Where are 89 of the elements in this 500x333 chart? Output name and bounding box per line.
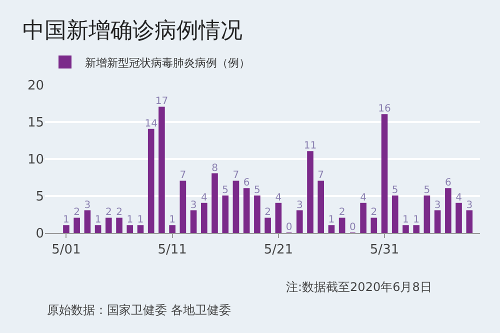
bar xyxy=(307,151,314,233)
bar xyxy=(148,128,154,233)
bar xyxy=(158,106,165,233)
bar xyxy=(222,196,229,233)
data-label: 1 xyxy=(126,214,134,226)
bar xyxy=(445,188,452,233)
data-label: 7 xyxy=(318,170,324,182)
data-label: 3 xyxy=(466,200,473,211)
bar xyxy=(264,218,271,233)
data-label: 16 xyxy=(378,104,391,115)
data-label: 5 xyxy=(254,185,260,196)
data-label: 4 xyxy=(360,192,366,204)
data-label: 4 xyxy=(456,192,462,204)
bar xyxy=(212,173,218,233)
data-label: 4 xyxy=(200,192,208,204)
bar xyxy=(402,225,409,233)
data-label: 3 xyxy=(296,200,303,211)
data-label: 0 xyxy=(286,222,292,233)
bar xyxy=(180,180,186,233)
data-label: 3 xyxy=(84,200,91,211)
x-tick-label: 5/21 xyxy=(264,242,294,258)
data-label: 1 xyxy=(94,214,102,226)
bar xyxy=(63,225,70,233)
data-label: 2 xyxy=(264,207,271,218)
data-label: 1 xyxy=(169,214,176,226)
bar xyxy=(381,114,388,233)
data-label: 2 xyxy=(74,207,80,218)
data-label: 14 xyxy=(144,118,158,130)
data-label: 2 xyxy=(338,207,346,218)
bar xyxy=(434,210,441,233)
bar xyxy=(190,210,197,233)
bar xyxy=(413,225,420,233)
data-label: 1 xyxy=(402,214,409,226)
data-label: 1 xyxy=(63,214,70,226)
bar xyxy=(126,225,134,233)
x-tick-label: 5/31 xyxy=(370,242,400,258)
bar xyxy=(169,225,176,233)
bar xyxy=(466,210,473,233)
y-tick-label: 10 xyxy=(27,152,44,168)
data-label: 3 xyxy=(190,200,197,211)
data-label: 1 xyxy=(328,214,335,226)
chart-title: 中国新增确诊病例情况 xyxy=(22,18,242,44)
data-label: 4 xyxy=(275,192,282,204)
data-label: 11 xyxy=(304,140,317,152)
x-tick-label: 5/01 xyxy=(52,242,81,258)
bar xyxy=(275,202,282,233)
data-label: 6 xyxy=(444,178,452,189)
data-label: 7 xyxy=(232,170,240,182)
y-tick-label: 15 xyxy=(27,116,44,131)
y-tick-label: 5 xyxy=(36,190,44,205)
data-label: 0 xyxy=(349,222,356,233)
data-label: 7 xyxy=(180,170,186,182)
bar xyxy=(456,202,462,233)
data-label: 1 xyxy=(137,214,144,226)
bar xyxy=(424,196,430,233)
bar xyxy=(232,180,240,233)
data-label: 5 xyxy=(222,185,229,196)
x-tick-label: 5/11 xyxy=(158,242,187,258)
data-label: 8 xyxy=(212,162,218,174)
bar xyxy=(84,210,91,233)
bar xyxy=(137,225,144,233)
bar xyxy=(296,210,303,233)
bar xyxy=(318,180,324,233)
data-label: 17 xyxy=(155,96,168,108)
legend-label: 新增新型冠状病毒肺炎病例（例） xyxy=(85,56,250,70)
bar xyxy=(106,218,112,233)
data-label: 2 xyxy=(370,207,378,218)
bar xyxy=(392,196,398,233)
bar xyxy=(370,218,378,233)
y-tick-label: 20 xyxy=(27,78,44,94)
data-label: 3 xyxy=(434,200,441,211)
text: 注:数据截至2020年6月8日 xyxy=(286,280,432,294)
data-label: 2 xyxy=(105,207,112,218)
y-tick-label: 0 xyxy=(36,226,44,242)
bar xyxy=(94,225,102,233)
bar xyxy=(338,218,346,233)
bar xyxy=(243,188,250,233)
bar xyxy=(200,202,208,233)
text: 原始数据：国家卫健委 各地卫健委 xyxy=(47,303,231,317)
bar xyxy=(74,218,80,233)
bar xyxy=(360,202,366,233)
data-label: 2 xyxy=(116,207,122,218)
bar xyxy=(328,225,335,233)
data-label: 5 xyxy=(392,185,398,196)
data-label: 5 xyxy=(424,185,430,196)
data-label: 6 xyxy=(243,178,250,189)
data-label: 1 xyxy=(413,214,420,226)
bar xyxy=(254,196,260,233)
bar xyxy=(116,218,122,233)
